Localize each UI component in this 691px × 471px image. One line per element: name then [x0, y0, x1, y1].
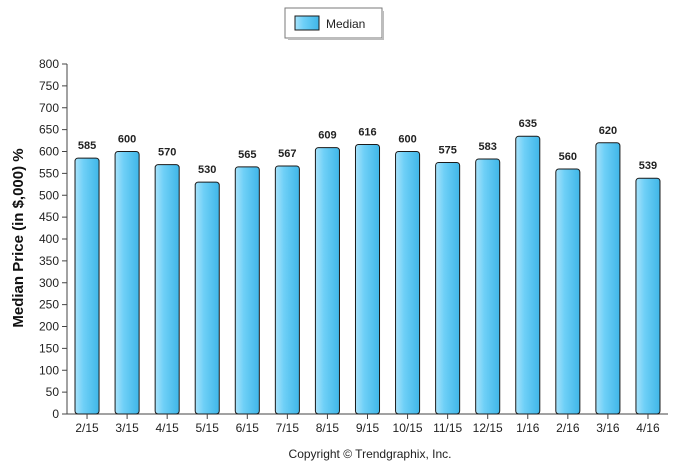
y-tick-label: 250 [39, 298, 59, 312]
data-label: 530 [198, 164, 216, 176]
x-tick-label: 1/16 [516, 421, 540, 435]
data-label: 609 [318, 130, 336, 142]
y-tick-label: 600 [39, 145, 59, 159]
data-label: 570 [158, 147, 176, 159]
bar-7-15 [274, 165, 300, 415]
bar-3-16 [595, 142, 621, 415]
legend: Median [284, 7, 384, 40]
y-tick-label: 300 [39, 276, 59, 290]
y-tick-label: 650 [39, 123, 59, 137]
x-tick-label: 5/15 [196, 421, 220, 435]
y-tick-label: 350 [39, 254, 59, 268]
data-label: 585 [78, 140, 96, 152]
bar-8-15 [314, 147, 340, 415]
data-label: 560 [559, 151, 577, 163]
y-tick-label: 500 [39, 188, 59, 202]
legend-swatch [294, 15, 320, 31]
x-tick-label: 7/15 [276, 421, 300, 435]
x-tick-label: 3/16 [596, 421, 620, 435]
x-tick-label: 3/15 [115, 421, 139, 435]
y-tick-label: 700 [39, 101, 59, 115]
bar-5-15 [194, 181, 220, 415]
y-tick-label: 750 [39, 79, 59, 93]
y-tick-label: 550 [39, 166, 59, 180]
data-label: 539 [639, 160, 657, 172]
x-tick-label: 2/16 [556, 421, 580, 435]
x-tick-label: 12/15 [473, 421, 503, 435]
data-label: 616 [358, 127, 376, 139]
y-tick-label: 400 [39, 232, 59, 246]
bar-2-15 [74, 157, 100, 415]
x-tick-label: 2/15 [75, 421, 99, 435]
y-tick-label: 450 [39, 210, 59, 224]
y-axis-ticks: 0 50 100 150 200 250 300 350 400 450 500 550 600 650 7… [39, 57, 67, 421]
copyright-text: Copyright © Trendgraphix, Inc. [289, 447, 452, 461]
bar-3-15 [114, 151, 140, 415]
y-tick-label: 0 [52, 407, 59, 421]
bars: 585 600 570 530 565 567 609 616 600 575 583 635 560 6… [74, 118, 661, 415]
bar-2-16 [555, 168, 581, 415]
data-label: 575 [438, 144, 456, 156]
x-tick-label: 11/15 [433, 421, 462, 435]
bar-4-15 [154, 164, 180, 415]
legend-box-shadow [382, 11, 384, 40]
x-tick-label: 9/15 [356, 421, 380, 435]
bar-11-15 [435, 161, 461, 415]
data-label: 600 [118, 134, 136, 146]
legend-box-shadow-bottom [288, 38, 384, 40]
y-tick-label: 100 [39, 363, 59, 377]
x-tick-label: 10/15 [393, 421, 423, 435]
x-tick-label: 4/15 [155, 421, 179, 435]
y-tick-label: 800 [39, 57, 59, 71]
data-label: 600 [398, 134, 416, 146]
x-axis-ticks: 2/15 3/15 4/15 5/15 6/15 7/15 8/15 9/15 10/15 11/… [75, 414, 660, 435]
data-label: 565 [238, 149, 256, 161]
x-tick-label: 6/15 [236, 421, 260, 435]
bar-9-15 [354, 144, 381, 415]
y-tick-label: 200 [39, 320, 59, 334]
data-label: 567 [278, 148, 296, 160]
data-label: 620 [599, 125, 617, 137]
bar-12-15 [475, 158, 501, 415]
bar-10-15 [395, 151, 421, 415]
x-tick-label: 4/16 [636, 421, 660, 435]
data-label: 583 [479, 141, 497, 153]
x-tick-label: 8/15 [316, 421, 340, 435]
y-tick-label: 150 [39, 341, 59, 355]
data-label: 635 [519, 118, 537, 130]
y-axis-label: Median Price (in $,000) % [10, 148, 27, 327]
legend-label-median: Median [326, 17, 365, 31]
bar-4-16 [635, 177, 661, 415]
bar-1-16 [515, 135, 541, 415]
y-tick-label: 50 [46, 385, 60, 399]
bar-6-15 [234, 166, 260, 415]
